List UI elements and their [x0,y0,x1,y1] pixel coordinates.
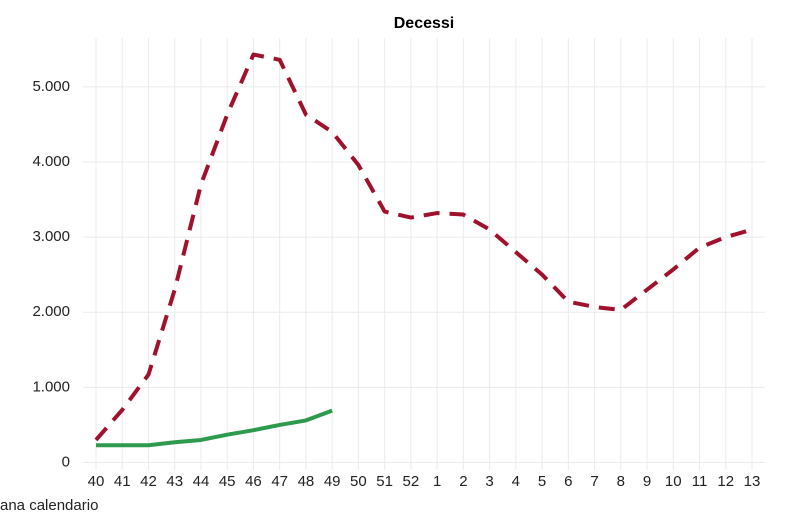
y-tick-label: 1.000 [32,378,70,395]
x-tick-label: 45 [219,473,236,490]
x-tick-label: 6 [564,473,572,490]
y-tick-label: 3.000 [32,228,70,245]
series-line [96,408,333,448]
x-axis-label: ana calendario [0,497,98,514]
y-tick-label: 5.000 [32,78,70,95]
x-tick-label: 9 [643,473,651,490]
x-tick-label: 12 [717,473,734,490]
x-tick-label: 46 [245,473,262,490]
y-tick-label: 4.000 [32,153,70,170]
chart-title: Decessi [394,15,455,32]
x-tick-label: 2 [459,473,467,490]
x-tick-label: 44 [193,473,210,490]
x-tick-label: 41 [114,473,131,490]
y-tick-label: 2.000 [32,303,70,320]
grid [83,38,765,470]
x-tick-label: 51 [376,473,393,490]
series-line [94,52,753,442]
x-tick-label: 52 [403,473,420,490]
x-tick-label: 10 [665,473,682,490]
x-tick-label: 3 [485,473,493,490]
x-tick-label: 43 [166,473,183,490]
x-tick-label: 42 [140,473,157,490]
x-tick-label: 7 [590,473,598,490]
x-tick-label: 5 [538,473,546,490]
x-tick-label: 8 [617,473,625,490]
x-tick-label: 1 [433,473,441,490]
x-tick-label: 47 [271,473,288,490]
x-tick-label: 4 [512,473,520,490]
x-tick-label: 48 [298,473,315,490]
y-tick-label: 0 [62,453,70,470]
x-tick-label: 50 [350,473,367,490]
x-tick-label: 13 [744,473,761,490]
x-tick-label: 11 [692,473,708,490]
x-tick-label: 40 [88,473,105,490]
x-tick-label: 49 [324,473,341,490]
